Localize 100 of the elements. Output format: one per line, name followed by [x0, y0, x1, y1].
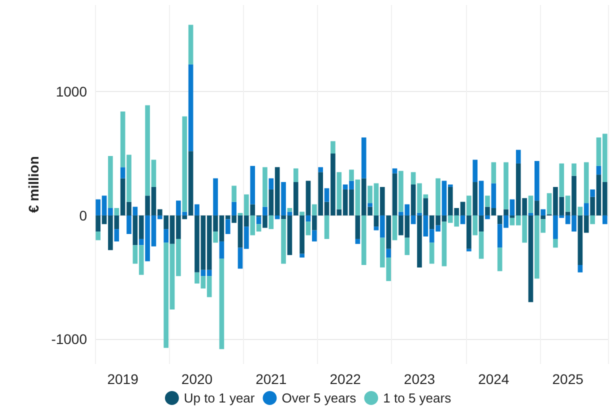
bar: [392, 173, 398, 216]
bar: [225, 219, 230, 234]
bar: [528, 212, 534, 216]
bar: [262, 167, 268, 207]
bar: [232, 202, 236, 216]
bar: [336, 172, 342, 210]
x-tick-label: 2022: [330, 371, 362, 387]
x-tick-label: 2025: [552, 371, 584, 387]
bar: [213, 232, 218, 243]
bar: [417, 215, 422, 268]
bar: [361, 137, 366, 178]
bar: [546, 193, 552, 214]
bar: [318, 167, 324, 172]
bar: [528, 215, 534, 302]
bar: [602, 215, 608, 224]
bar: [312, 215, 317, 230]
bar: [281, 219, 286, 264]
legend-label: Up to 1 year: [184, 390, 256, 406]
bar: [293, 168, 298, 182]
y-tick-label: -1000: [51, 331, 88, 348]
bar: [392, 215, 398, 240]
bar: [188, 151, 194, 216]
bar: [256, 216, 262, 224]
bar: [590, 189, 595, 197]
bar: [410, 184, 416, 216]
bar: [491, 162, 496, 184]
bar: [386, 215, 391, 249]
bar: [460, 215, 466, 224]
bar: [578, 264, 583, 272]
bar: [268, 215, 274, 230]
bar: [497, 248, 502, 272]
bar: [355, 238, 360, 244]
bar: [423, 198, 428, 216]
bar: [504, 162, 508, 210]
bar: [540, 215, 546, 220]
bar: [516, 150, 521, 164]
bar: [324, 215, 330, 239]
bar: [584, 203, 589, 216]
y-tick-label: 0: [79, 207, 88, 224]
x-tick-label: 2020: [181, 371, 213, 387]
bar: [114, 208, 120, 216]
bar: [250, 166, 256, 204]
bar: [268, 178, 274, 190]
bar: [219, 241, 224, 259]
bar: [182, 116, 188, 212]
bar: [534, 160, 540, 201]
x-tick-label: 2023: [404, 371, 436, 387]
bar: [417, 212, 422, 216]
bar: [300, 215, 304, 254]
bar: [213, 178, 218, 216]
bar: [386, 248, 391, 258]
bar: [188, 64, 194, 152]
bar: [232, 186, 236, 202]
bar: [132, 206, 138, 216]
bar: [120, 167, 126, 178]
bar: [380, 186, 385, 216]
bar: [330, 141, 336, 154]
bar: [497, 215, 502, 224]
bar: [96, 232, 100, 240]
bar: [306, 215, 311, 222]
bar: [510, 215, 515, 218]
x-tick-label: 2019: [107, 371, 139, 387]
bar: [300, 254, 304, 258]
bar: [485, 196, 490, 207]
bar: [188, 24, 194, 64]
bar: [491, 183, 496, 208]
bar: [108, 156, 113, 208]
bar: [300, 212, 304, 216]
bar: [584, 162, 589, 204]
y-tick-label: 1000: [56, 84, 88, 100]
bar: [374, 215, 379, 227]
bar: [578, 206, 583, 216]
bar: [219, 258, 224, 350]
bar: [404, 238, 410, 256]
bar: [534, 200, 540, 216]
bar: [194, 204, 200, 216]
bar: [429, 242, 434, 264]
bar: [590, 215, 595, 224]
bar: [466, 196, 472, 216]
bar: [410, 215, 416, 224]
bar: [540, 209, 546, 216]
bar: [262, 206, 268, 216]
bar: [504, 209, 508, 216]
bar: [368, 203, 372, 207]
bar: [164, 229, 168, 243]
bar: [293, 182, 298, 216]
bar: [596, 166, 602, 175]
y-axis-title: € million: [25, 156, 42, 213]
bar: [114, 229, 120, 242]
bar: [361, 215, 366, 265]
bar: [466, 215, 472, 249]
bar: [250, 204, 256, 216]
bar: [472, 182, 478, 216]
bar: [355, 215, 360, 239]
legend-label: 1 to 5 years: [383, 390, 452, 406]
bar: [485, 215, 490, 220]
bar: [306, 222, 311, 236]
x-tick-label: 2021: [256, 371, 287, 387]
bar: [528, 196, 534, 213]
bar: [510, 199, 515, 216]
